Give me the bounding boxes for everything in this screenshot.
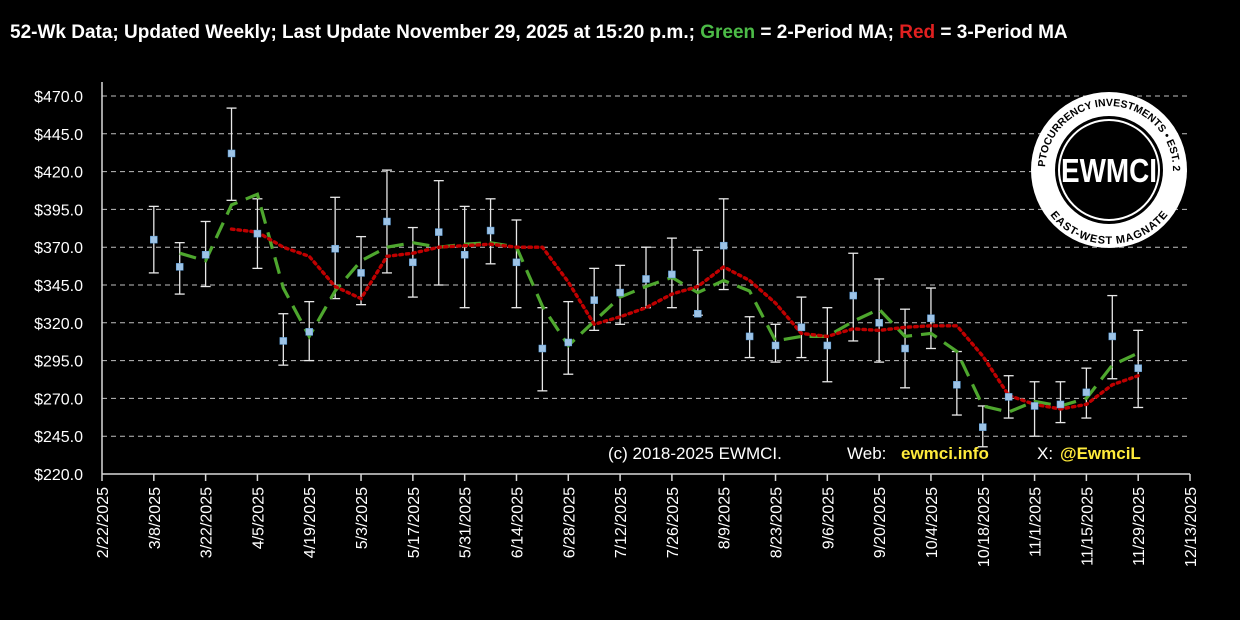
y-tick-label: $445.0	[34, 127, 83, 144]
title-green-word: Green	[700, 22, 756, 43]
y-tick-label: $370.0	[34, 240, 83, 257]
data-point	[305, 328, 313, 336]
data-point	[150, 235, 158, 244]
copyright-text: (c) 2018-2025 EWMCI.	[608, 444, 782, 463]
title-prefix: 52-Wk Data; Updated Weekly; Last Update …	[10, 22, 701, 43]
y-tick-label: $395.0	[34, 202, 83, 219]
title-red-suffix: = 3-Period MA	[935, 22, 1068, 43]
x-tick-label: 11/1/2025	[1028, 487, 1045, 557]
data-point	[797, 323, 806, 332]
y-tick-label: $220.0	[34, 467, 83, 484]
title-green-suffix: = 2-Period MA;	[755, 22, 900, 43]
x-tick-label: 9/6/2025	[820, 487, 837, 549]
logo-inner-circle	[1055, 116, 1163, 224]
data-point	[719, 241, 728, 250]
data-point	[694, 309, 702, 318]
data-point	[1056, 400, 1065, 409]
data-point	[486, 226, 495, 235]
data-point	[538, 344, 547, 353]
x-tick-label: 3/22/2025	[199, 487, 216, 558]
data-point	[901, 344, 909, 353]
x-tick-label: 5/31/2025	[458, 487, 475, 558]
x-tick-label: 10/18/2025	[976, 487, 993, 567]
data-point	[953, 381, 961, 389]
data-point	[201, 251, 210, 259]
web-label: Web:	[847, 444, 886, 463]
y-tick-label: $270.0	[34, 391, 83, 408]
ewmci-logo: CRYPTOCURRENCY INVESTMENTS • EST. 2018 E…	[1031, 92, 1187, 248]
data-point	[849, 291, 857, 300]
data-point	[227, 149, 236, 158]
data-point	[1030, 402, 1039, 410]
error-bar	[563, 300, 574, 375]
data-point	[668, 270, 676, 279]
data-point	[1134, 364, 1142, 372]
y-tick-label: $245.0	[34, 429, 83, 446]
ma3-line	[229, 227, 1140, 411]
x-tick-label: 5/17/2025	[406, 487, 423, 558]
data-point	[564, 338, 573, 347]
chart-title: 52-Wk Data; Updated Weekly; Last Update …	[0, 22, 1240, 52]
x-tick-label: 5/3/2025	[354, 487, 371, 549]
title-red-word: Red	[899, 22, 936, 43]
data-point	[979, 423, 987, 431]
x-axis-ticks: 2/22/2025 3/8/2025 3/22/2025 4/5/2025 4/19/2…	[95, 474, 1200, 567]
data-point	[823, 341, 832, 350]
y-tick-label: $420.0	[34, 165, 83, 182]
x-tick-label: 3/8/2025	[147, 487, 164, 549]
x-label: X:	[1037, 444, 1053, 463]
footer-credits: (c) 2018-2025 EWMCI. Web: ewmci.info X: …	[608, 444, 1141, 463]
x-tick-label: 7/12/2025	[613, 487, 630, 558]
data-point	[175, 263, 184, 271]
data-point	[253, 229, 262, 238]
x-tick-label: 11/15/2025	[1079, 487, 1096, 566]
data-point	[590, 296, 598, 304]
data-point	[279, 337, 288, 345]
x-tick-label: 6/28/2025	[561, 487, 578, 558]
data-point	[616, 288, 624, 297]
data-point	[642, 275, 650, 283]
data-point	[331, 244, 339, 253]
data-point	[357, 269, 365, 277]
web-link[interactable]: ewmci.info	[901, 444, 989, 463]
y-tick-label: $295.0	[34, 354, 83, 371]
data-point	[1082, 388, 1091, 397]
x-tick-label: 2/22/2025	[95, 487, 112, 558]
x-tick-label: 11/29/2025	[1131, 487, 1148, 566]
data-point	[1108, 332, 1117, 341]
y-axis-ticks: $220.0 $245.0 $270.0 $295.0 $320.0 $345.0 $370…	[34, 89, 83, 484]
data-points	[150, 149, 1142, 431]
x-tick-label: 6/14/2025	[509, 487, 526, 558]
y-tick-label: $470.0	[34, 89, 83, 106]
x-tick-label: 7/26/2025	[665, 487, 682, 558]
x-handle-link[interactable]: @EwmciL	[1060, 444, 1141, 463]
data-point	[927, 314, 935, 323]
logo-center-text: EWMCI	[1061, 152, 1157, 189]
data-point	[409, 258, 417, 267]
logo-inner-ring	[1058, 119, 1160, 221]
data-point	[512, 258, 521, 267]
x-tick-label: 8/23/2025	[769, 487, 786, 558]
data-point	[745, 332, 754, 341]
data-point	[875, 319, 883, 327]
data-point	[771, 341, 780, 350]
data-point	[435, 228, 443, 236]
data-point	[460, 251, 469, 259]
ma2-line	[179, 192, 1139, 414]
x-tick-label: 4/19/2025	[302, 487, 319, 558]
x-tick-label: 10/4/2025	[924, 487, 941, 558]
data-point	[383, 217, 391, 226]
data-point	[1004, 393, 1013, 401]
y-tick-label: $320.0	[34, 316, 83, 333]
x-tick-label: 4/5/2025	[250, 487, 267, 549]
x-tick-label: 9/20/2025	[872, 487, 889, 558]
y-tick-label: $345.0	[34, 278, 83, 295]
x-tick-label: 8/9/2025	[717, 487, 734, 549]
x-tick-label: 12/13/2025	[1183, 487, 1200, 567]
